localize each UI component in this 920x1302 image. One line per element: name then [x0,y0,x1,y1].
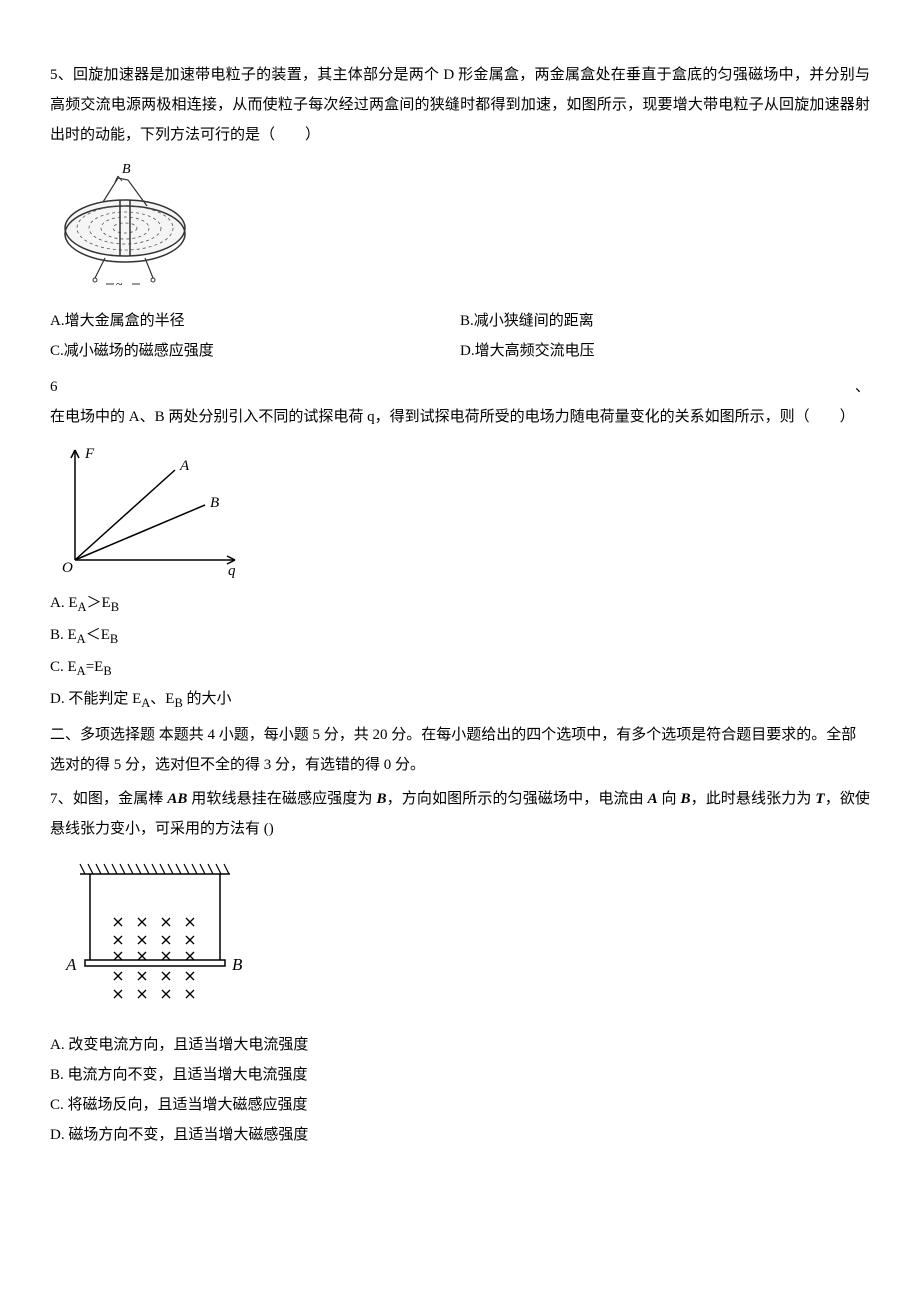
q6-axis-y-label: F [84,446,95,462]
section2-header: 二、多项选择题 本题共 4 小题，每小题 5 分，共 20 分。在每小题给出的四… [50,720,870,780]
q5-figure: B ~ [50,158,870,298]
q5-option-d: D.增大高频交流电压 [460,336,870,366]
q7-option-a: A. 改变电流方向，且适当增大电流强度 [50,1030,870,1060]
q6-figure: F q O A B [50,440,870,580]
q6-line-b-label: B [210,495,219,511]
q7-option-b: B. 电流方向不变，且适当增大电流强度 [50,1060,870,1090]
q5-fig-label-b: B [122,162,131,177]
q5-options: A.增大金属盒的半径 B.减小狭缝间的距离 C.减小磁场的磁感应强度 D.增大高… [50,306,870,366]
q5-number: 5、 [50,67,73,83]
q6-axis-x-label: q [228,563,236,579]
q7-fig-label-a: A [65,955,77,974]
svg-text:O: O [62,560,73,576]
q6-option-a: A. EA＞EB [50,588,870,620]
q7-fig-label-b: B [232,955,243,974]
q6-option-b: B. EA＜EB [50,620,870,652]
q6-option-d: D. 不能判定 EA、EB 的大小 [50,684,870,716]
svg-text:~: ~ [116,277,123,291]
q7-figure: A B [50,852,870,1022]
q7-number: 7、 [50,791,73,807]
q7-text: 7、如图，金属棒 AB 用软线悬挂在磁感应强度为 B，方向如图所示的匀强磁场中，… [50,784,870,844]
q5-option-b: B.减小狭缝间的距离 [460,306,870,336]
q6-option-c: C. EA=EB [50,652,870,684]
q6-line-a-label: A [179,458,190,474]
q5-option-c: C.减小磁场的磁感应强度 [50,336,460,366]
q6-number: 6、 [50,379,870,395]
q7-option-d: D. 磁场方向不变，且适当增大磁感强度 [50,1120,870,1150]
q5-option-a: A.增大金属盒的半径 [50,306,460,336]
q6-text: 6、在电场中的 A、B 两处分别引入不同的试探电荷 q，得到试探电荷所受的电场力… [50,372,870,432]
q7-option-c: C. 将磁场反向，且适当增大磁感应强度 [50,1090,870,1120]
q5-text: 5、回旋加速器是加速带电粒子的装置，其主体部分是两个 D 形金属盒，两金属盒处在… [50,60,870,150]
q6-body: 在电场中的 A、B 两处分别引入不同的试探电荷 q，得到试探电荷所受的电场力随电… [50,409,855,425]
q6-options: A. EA＞EB B. EA＜EB C. EA=EB D. 不能判定 EA、EB… [50,588,870,716]
q5-body: 回旋加速器是加速带电粒子的装置，其主体部分是两个 D 形金属盒，两金属盒处在垂直… [50,67,870,143]
q7-options: A. 改变电流方向，且适当增大电流强度 B. 电流方向不变，且适当增大电流强度 … [50,1030,870,1150]
